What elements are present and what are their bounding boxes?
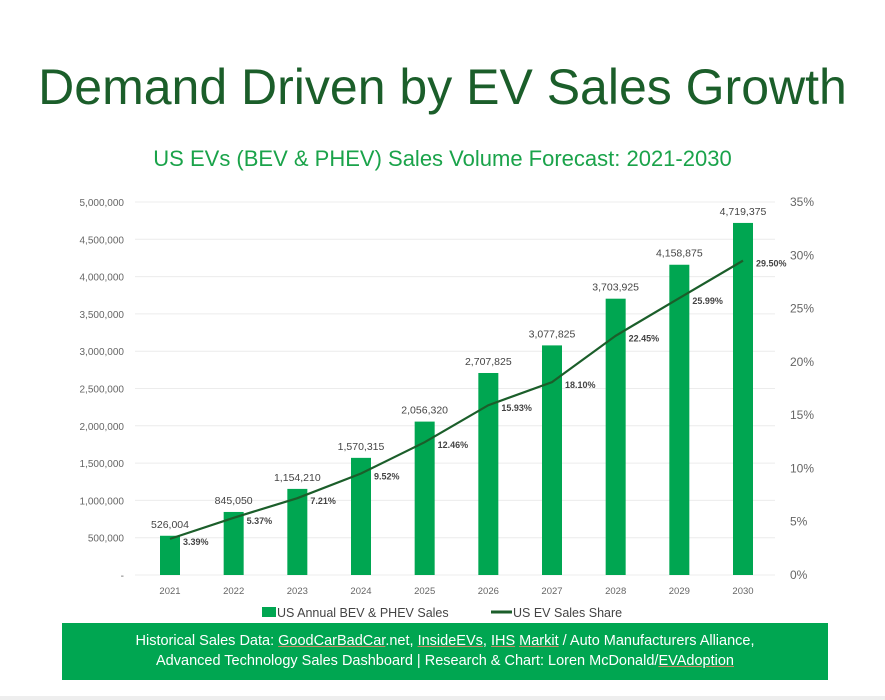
chart-title: US EVs (BEV & PHEV) Sales Volume Forecas… [153,146,732,171]
bar-value-label: 845,050 [215,495,253,507]
share-value-label: 22.45% [629,334,660,344]
y-tick-label: 500,000 [88,534,125,545]
bar-value-label: 2,056,320 [401,405,448,417]
bar-value-label: 4,158,875 [656,248,703,260]
x-tick-label: 2022 [223,586,244,597]
y2-tick-label: 5% [790,515,808,529]
source-text: Historical Sales Data: [135,633,279,649]
x-tick-label: 2021 [159,586,180,597]
bar [160,535,180,575]
y-tick-label: - [121,571,124,582]
y2-tick-label: 35% [790,195,814,209]
source-link[interactable]: IHS [490,633,516,649]
source-link[interactable]: GoodCarBadCar [278,633,386,649]
x-tick-label: 2024 [350,586,371,597]
bar [669,264,690,575]
share-value-label: 12.46% [438,440,469,450]
y2-tick-label: 0% [790,568,808,582]
x-tick-label: 2029 [669,586,690,597]
share-value-label: 15.93% [501,403,532,413]
bar [223,511,244,575]
chart: - 500,000 1,000,000 1,500,000 2,000,000 2,500… [80,195,815,620]
bar-value-label: 2,707,825 [465,356,512,368]
y-tick-label: 4,000,000 [80,273,125,284]
y-tick-label: 3,500,000 [80,310,125,321]
bar [542,345,562,575]
source-text: / Auto Manufacturers Alliance, [558,633,755,649]
share-value-label: 29.50% [756,259,787,269]
y-tick-label: 5,000,000 [80,198,125,209]
y2-tick-label: 30% [790,248,814,262]
source-text: Advanced Technology Sales Dashboard | Re… [156,653,659,669]
legend-bar-swatch [262,607,276,617]
bar-value-label: 1,570,315 [338,441,385,453]
y2-tick-label: 15% [790,408,814,422]
source-text: , [482,633,491,649]
legend-line-label: US EV Sales Share [513,606,622,620]
source-banner: Historical Sales Data: GoodCarBadCar.net… [62,623,828,680]
bar-value-label: 526,004 [151,519,189,531]
bar-value-label: 3,077,825 [529,328,576,340]
share-line [169,259,744,540]
legend-bar-label: US Annual BEV & PHEV Sales [277,606,449,620]
y2-tick-label: 25% [790,302,814,316]
y-tick-label: 2,500,000 [80,385,125,396]
y-tick-label: 4,500,000 [80,235,125,246]
share-value-label: 3.39% [183,537,209,547]
bar [478,372,499,575]
bar [351,457,371,575]
source-link[interactable]: Markit [519,633,559,649]
y-tick-label: 2,000,000 [80,422,125,433]
bar [733,222,753,575]
x-tick-label: 2025 [414,586,435,597]
x-tick-label: 2028 [605,586,626,597]
share-value-label: 9.52% [374,472,400,482]
share-value-label: 5.37% [247,516,273,526]
bar [414,421,435,575]
x-tick-label: 2023 [287,586,308,597]
share-value-label: 25.99% [692,296,723,306]
share-value-label: 7.21% [310,496,336,506]
bar [605,298,626,575]
y-tick-label: 1,500,000 [80,459,125,470]
source-link[interactable]: InsideEVs [417,633,483,649]
slide-title: Demand Driven by EV Sales Growth [38,59,847,115]
bar-value-label: 1,154,210 [274,472,321,484]
x-tick-label: 2026 [478,586,499,597]
bottom-strip [0,696,885,700]
source-link[interactable]: EVAdoption [658,653,734,669]
bar [287,488,308,575]
share-value-label: 18.10% [565,380,596,390]
y2-tick-label: 10% [790,461,814,475]
y2-tick-label: 20% [790,355,814,369]
bar-value-label: 3,703,925 [592,282,639,294]
y-tick-label: 3,000,000 [80,347,125,358]
x-tick-label: 2027 [541,586,562,597]
y-tick-label: 1,000,000 [80,496,125,507]
bar-value-label: 4,719,375 [720,206,767,218]
source-text: .net, [385,633,418,649]
x-tick-label: 2030 [732,586,753,597]
